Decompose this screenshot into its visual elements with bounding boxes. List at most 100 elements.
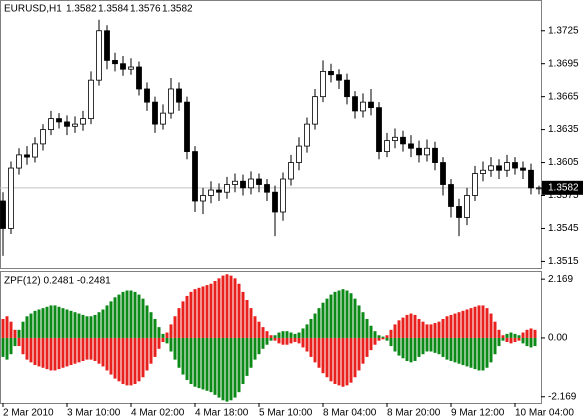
histogram-bar-lower: [533, 337, 537, 347]
candle-body: [424, 147, 430, 156]
histogram-bar-lower: [69, 337, 73, 366]
histogram-bar-upper: [337, 290, 341, 338]
candle-body: [336, 74, 342, 81]
histogram-bar-upper: [169, 324, 173, 338]
histogram-bar-lower: [345, 337, 349, 386]
histogram-bar-lower: [489, 337, 493, 363]
histogram-bar-lower: [25, 337, 29, 360]
candle-body: [200, 195, 206, 202]
y-tick-label: 1.3635: [548, 124, 579, 135]
histogram-bar-lower: [57, 337, 61, 370]
histogram-bar-upper: [113, 297, 117, 338]
histogram-bar-upper: [445, 316, 449, 338]
y-tick-label: 1.3665: [548, 91, 579, 102]
histogram-bar-lower: [437, 337, 441, 355]
histogram-bar-lower: [457, 337, 461, 364]
histogram-bar-upper: [517, 335, 521, 338]
candle-body: [64, 121, 70, 127]
histogram-bar-lower: [481, 337, 485, 371]
histogram-bar-lower: [217, 337, 221, 398]
histogram-bar-upper: [325, 298, 329, 338]
candle-body: [416, 147, 422, 156]
histogram-bar-lower: [425, 337, 429, 352]
histogram-bar-upper: [501, 335, 505, 338]
histogram-bar-lower: [329, 337, 333, 382]
histogram-bar-lower: [189, 337, 193, 385]
histogram-bar-upper: [509, 332, 513, 338]
histogram-bar-lower: [261, 337, 265, 349]
histogram-bar-upper: [437, 321, 441, 338]
histogram-bar-upper: [1, 318, 5, 338]
histogram-bar-lower: [33, 337, 37, 366]
candle-body: [152, 101, 158, 125]
histogram-bar-lower: [501, 337, 505, 341]
histogram-bar-lower: [337, 337, 341, 386]
histogram-bar-upper: [37, 309, 41, 338]
candle-body: [464, 195, 470, 218]
histogram-bar-lower: [289, 337, 293, 344]
candle-body: [368, 101, 374, 109]
candle-body: [480, 169, 486, 174]
candle-body: [504, 162, 510, 171]
histogram-bar-upper: [85, 316, 89, 338]
histogram-bar-upper: [121, 291, 125, 338]
histogram-bar-lower: [421, 337, 425, 355]
histogram-bar-upper: [261, 327, 265, 338]
candle-body: [256, 178, 262, 185]
candle-body: [168, 88, 174, 114]
histogram-bar-upper: [469, 308, 473, 338]
header-low: 1.3576: [130, 4, 161, 15]
histogram-bar-upper: [349, 293, 353, 338]
histogram-bar-upper: [157, 327, 161, 338]
histogram-bar-upper: [301, 328, 305, 338]
candle-body: [240, 180, 246, 189]
histogram-bar-lower: [285, 337, 289, 345]
histogram-bar-upper: [277, 332, 281, 338]
histogram-bar-lower: [393, 337, 397, 352]
candle-body: [8, 167, 14, 229]
histogram-bar-lower: [49, 337, 53, 371]
price-label: 1.3582: [548, 182, 579, 193]
histogram-bar-upper: [45, 306, 49, 338]
histogram-bar-lower: [1, 337, 5, 357]
histogram-bar-lower: [293, 337, 297, 343]
histogram-bar-lower: [361, 337, 365, 364]
histogram-bar-lower: [17, 337, 21, 347]
histogram-bar-lower: [41, 337, 45, 368]
histogram-bar-lower: [153, 337, 157, 357]
histogram-bar-lower: [521, 337, 525, 344]
histogram-bar-upper: [461, 310, 465, 338]
histogram-bar-upper: [29, 313, 33, 338]
histogram-bar-upper: [413, 314, 417, 338]
histogram-bar-upper: [141, 298, 145, 338]
histogram-bar-lower: [209, 337, 213, 393]
candle-body: [472, 173, 478, 196]
y-tick-label: 1.3575: [548, 190, 579, 201]
candle-body: [0, 200, 6, 229]
histogram-bar-upper: [221, 275, 225, 338]
histogram-bar-upper: [417, 318, 421, 338]
y-tick-label: 1.3605: [548, 157, 579, 168]
histogram-bar-upper: [41, 308, 45, 338]
histogram-bar-lower: [169, 337, 173, 352]
histogram-bar-lower: [193, 337, 197, 387]
histogram-bar-upper: [353, 298, 357, 338]
candle-body: [112, 60, 118, 65]
histogram-bar-lower: [173, 337, 177, 360]
candle-body: [520, 167, 526, 171]
candle-body: [512, 162, 518, 169]
histogram-bar-lower: [449, 337, 453, 361]
histogram-bar-upper: [309, 318, 313, 338]
histogram-bar-upper: [389, 329, 393, 338]
histogram-bar-lower: [181, 337, 185, 375]
histogram-bar-upper: [213, 281, 217, 338]
price-label-box: [542, 180, 583, 195]
histogram-bar-upper: [433, 323, 437, 338]
histogram-bar-upper: [73, 312, 77, 338]
histogram-bar-lower: [129, 337, 133, 386]
histogram-bar-lower: [61, 337, 65, 368]
histogram-bar-upper: [145, 305, 149, 338]
candle-body: [528, 169, 534, 189]
histogram-bar-upper: [513, 333, 517, 338]
histogram-bar-upper: [153, 318, 157, 338]
